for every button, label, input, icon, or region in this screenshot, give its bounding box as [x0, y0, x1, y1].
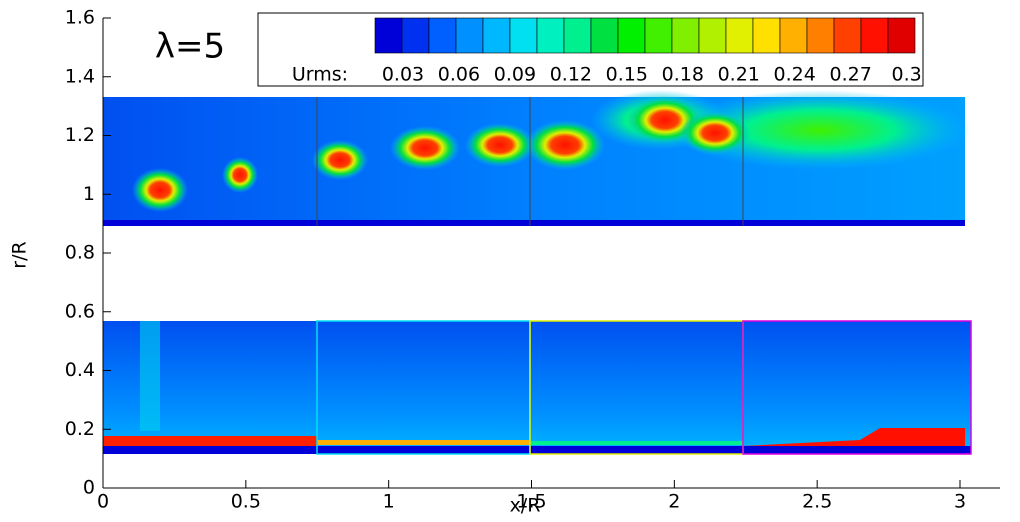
y-axis-label: r/R: [9, 241, 31, 268]
y-tick-label: 0.4: [65, 359, 95, 381]
y-tick-label: 1.4: [65, 65, 95, 87]
colorbar-segment: [536, 17, 565, 54]
x-tick-label: 2.5: [802, 491, 832, 513]
colorbar-tick-label: 0.24: [774, 64, 816, 86]
colorbar-segment: [482, 17, 511, 54]
x-tick-label: 0.5: [231, 491, 261, 513]
x-tick-label: 0: [97, 491, 109, 513]
x-tick-label: 1.5: [516, 491, 546, 513]
annotation: λ=5: [155, 27, 225, 67]
y-tick-label: 0: [83, 477, 95, 499]
colorbar-tick-label: 0.03: [382, 64, 424, 86]
y-tick-label: 0.8: [65, 242, 95, 264]
colorbar-tick-label: 0.18: [662, 64, 704, 86]
colorbar-segment: [509, 17, 538, 54]
colorbar-tick-label: 0.3: [891, 64, 921, 86]
colorbar-segment: [833, 17, 862, 54]
colorbar-segment: [644, 17, 673, 54]
colorbar-tick-label: 0.06: [438, 64, 480, 86]
colorbar-segment: [428, 17, 457, 54]
x-axis-label: x/R: [510, 495, 541, 517]
colorbar-label: Urms:: [292, 64, 348, 86]
colorbar-tick-label: 0.27: [829, 64, 871, 86]
colorbar-tick-label: 0.09: [494, 64, 536, 86]
colorbar-tick-label: 0.12: [550, 64, 592, 86]
field-bottom: [103, 320, 972, 455]
colorbar-segment: [698, 17, 727, 54]
colorbar-segment: [779, 17, 808, 54]
y-tick-label: 1.2: [65, 124, 95, 146]
colorbar-segment: [455, 17, 484, 54]
colorbar-tick-label: 0.21: [718, 64, 760, 86]
colorbar-segment: [374, 17, 403, 54]
x-tick-label: 2: [668, 491, 680, 513]
y-tick-label: 1: [83, 183, 95, 205]
colorbar-segment: [806, 17, 835, 54]
field-top: [103, 90, 970, 226]
x-tick-label: 1: [383, 491, 395, 513]
colorbar-segment: [671, 17, 700, 54]
y-tick-label: 0.6: [65, 300, 95, 322]
x-tick-label: 3: [954, 491, 966, 513]
colorbar-segment: [401, 17, 430, 54]
colorbar-segment: [590, 17, 619, 54]
colorbar-segment: [752, 17, 781, 54]
colorbar-segment: [887, 17, 916, 54]
y-tick-label: 1.6: [65, 7, 95, 29]
colorbar-segment: [860, 17, 889, 54]
colorbar-segment: [617, 17, 646, 54]
y-tick-label: 0.2: [65, 418, 95, 440]
colorbar-tick-label: 0.15: [606, 64, 648, 86]
colorbar-segment: [725, 17, 754, 54]
colorbar-segment: [563, 17, 592, 54]
